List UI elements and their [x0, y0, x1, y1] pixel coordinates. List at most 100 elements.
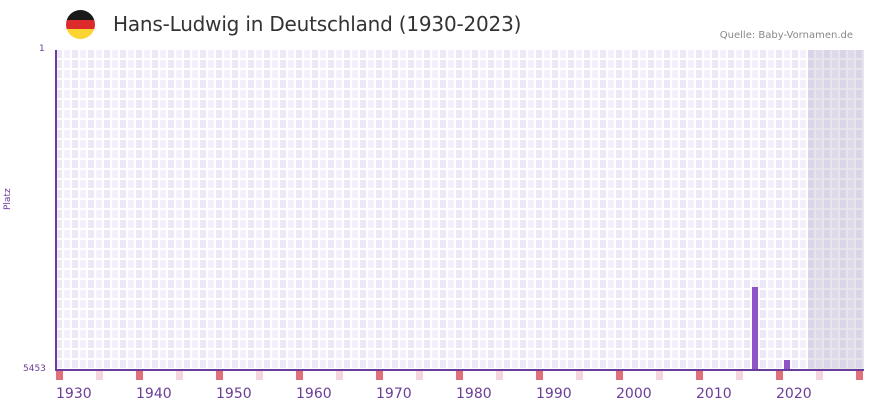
grid-column [680, 50, 686, 370]
y-tick-bottom: 5453 [23, 364, 46, 374]
grid-column [672, 50, 678, 370]
grid-column [848, 50, 854, 370]
decade-tick [616, 371, 623, 380]
germany-flag-icon [66, 10, 95, 39]
grid-column [824, 50, 830, 370]
decade-tick [696, 371, 703, 380]
grid-column [400, 50, 406, 370]
grid-line [56, 108, 864, 110]
grid-column [456, 50, 462, 370]
x-tick-label: 1960 [296, 386, 332, 402]
half-decade-tick [576, 371, 583, 380]
grid-column [432, 50, 438, 370]
bar-2021[interactable] [784, 360, 790, 370]
half-decade-tick [176, 371, 183, 380]
grid-column [536, 50, 542, 370]
y-tick-top: 1 [39, 44, 45, 54]
grid-line [56, 318, 864, 320]
decade-tick [776, 371, 783, 380]
grid-column [784, 50, 790, 370]
flag-stripe-red [66, 19, 95, 30]
grid-column [72, 50, 78, 370]
grid-line [56, 178, 864, 180]
grid-line [56, 138, 864, 140]
grid-column [696, 50, 702, 370]
grid-column [160, 50, 166, 370]
grid-column [256, 50, 262, 370]
decade-tick [216, 371, 223, 380]
y-axis-line [55, 50, 57, 371]
decade-tick [136, 371, 143, 380]
plot-area [56, 50, 864, 370]
flag-stripe-gold [66, 29, 95, 39]
grid-line [56, 208, 864, 210]
decade-tick [856, 371, 863, 380]
grid-column [152, 50, 158, 370]
x-tick-label: 1930 [56, 386, 92, 402]
grid-column [176, 50, 182, 370]
grid-column [216, 50, 222, 370]
grid-column [520, 50, 526, 370]
grid-column [544, 50, 550, 370]
grid-column [816, 50, 822, 370]
grid-column [688, 50, 694, 370]
x-tick-label: 1990 [536, 386, 572, 402]
grid-line [56, 238, 864, 240]
decade-tick [456, 371, 463, 380]
grid-column [296, 50, 302, 370]
source-link[interactable]: Quelle: Baby-Vornamen.de [719, 30, 853, 41]
grid-line [56, 328, 864, 330]
grid-column [320, 50, 326, 370]
x-tick-label: 2020 [776, 386, 812, 402]
grid-column [192, 50, 198, 370]
x-tick-label: 2010 [696, 386, 732, 402]
grid-column [552, 50, 558, 370]
grid-line [56, 88, 864, 90]
decade-tick [376, 371, 383, 380]
grid-column [304, 50, 310, 370]
grid-column [360, 50, 366, 370]
grid-column [392, 50, 398, 370]
grid-column [56, 50, 62, 370]
grid-column [800, 50, 806, 370]
bar-2017[interactable] [752, 287, 758, 370]
grid-column [200, 50, 206, 370]
half-decade-tick [736, 371, 743, 380]
grid-line [56, 168, 864, 170]
half-decade-tick [336, 371, 343, 380]
grid-column [64, 50, 70, 370]
grid-column [368, 50, 374, 370]
grid-column [768, 50, 774, 370]
grid-line [56, 118, 864, 120]
grid-line [56, 128, 864, 130]
x-tick-label: 1940 [136, 386, 172, 402]
grid-column [568, 50, 574, 370]
grid-column [472, 50, 478, 370]
grid-column [712, 50, 718, 370]
grid-column [832, 50, 838, 370]
grid-line [56, 268, 864, 270]
grid-line [56, 198, 864, 200]
grid-column [384, 50, 390, 370]
grid-column [856, 50, 862, 370]
grid-column [184, 50, 190, 370]
grid-column [344, 50, 350, 370]
grid-column [504, 50, 510, 370]
grid-column [488, 50, 494, 370]
decade-tick [296, 371, 303, 380]
grid-column [736, 50, 742, 370]
grid-column [576, 50, 582, 370]
x-tick-label: 1950 [216, 386, 252, 402]
grid-line [56, 248, 864, 250]
grid-line [56, 258, 864, 260]
grid-column [760, 50, 766, 370]
grid-column [664, 50, 670, 370]
grid-column [112, 50, 118, 370]
grid-column [120, 50, 126, 370]
grid-column [608, 50, 614, 370]
grid-column [496, 50, 502, 370]
grid-column [528, 50, 534, 370]
grid-line [56, 78, 864, 80]
grid-column [656, 50, 662, 370]
grid-column [744, 50, 750, 370]
